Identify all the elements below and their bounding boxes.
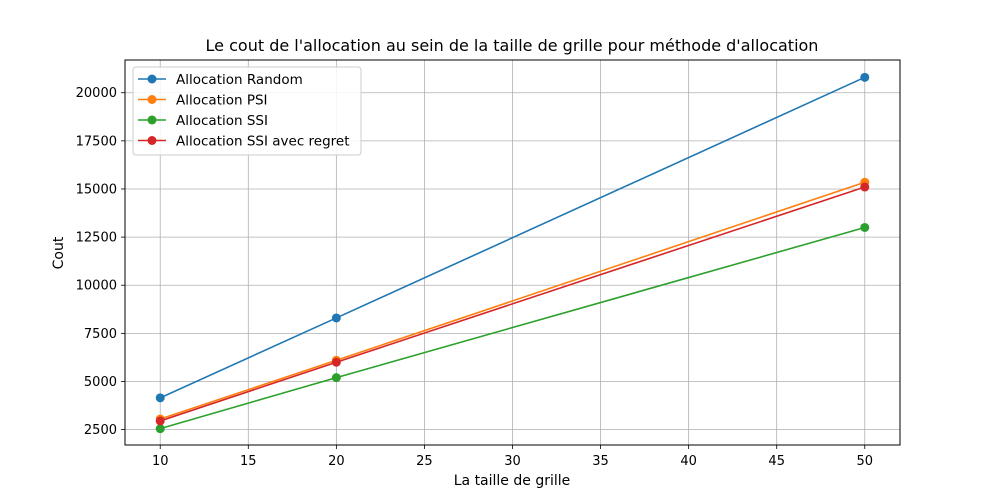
data-point: [860, 182, 870, 192]
y-tick-label: 20000: [76, 86, 117, 101]
legend-label: Allocation Random: [176, 72, 303, 88]
legend-box: [132, 66, 362, 156]
x-tick-label: 45: [768, 454, 785, 469]
x-tick-label: 50: [856, 454, 873, 469]
data-point: [155, 416, 165, 426]
y-axis-label: Cout: [51, 236, 67, 269]
series-lines: [155, 72, 870, 434]
y-tick-label: 17500: [76, 134, 117, 149]
x-tick-label: 25: [416, 454, 433, 469]
y-tick-label: 15000: [76, 182, 117, 197]
x-tick-label: 10: [152, 454, 169, 469]
x-tick-label: 40: [680, 454, 697, 469]
data-point: [331, 357, 341, 367]
legend-label: Allocation SSI avec regret: [176, 134, 350, 150]
y-tick-label: 2500: [84, 423, 117, 438]
data-point: [331, 373, 341, 383]
y-tick-label: 5000: [84, 375, 117, 390]
legend-label: Allocation PSI: [176, 93, 268, 109]
legend-marker: [147, 74, 157, 84]
x-axis-label: La taille de grille: [454, 473, 571, 489]
legend-marker: [147, 95, 157, 104]
data-point: [860, 72, 870, 82]
x-tick-label: 30: [504, 454, 521, 469]
legend-marker: [147, 136, 157, 145]
x-tick-label: 15: [240, 454, 257, 469]
legend-label: Allocation SSI: [176, 113, 268, 129]
legend: Allocation Random Allocation PSI Allocatio…: [132, 66, 362, 156]
data-point: [155, 424, 165, 434]
plot-frame: [124, 59, 901, 446]
y-tick-label: 7500: [84, 327, 117, 342]
y-tick-label: 12500: [76, 231, 117, 246]
data-point: [860, 222, 870, 232]
x-tick-label: 35: [592, 454, 609, 469]
legend-marker: [147, 115, 157, 125]
data-point: [331, 313, 341, 323]
y-tick-label: 10000: [76, 279, 117, 294]
x-tick-label: 20: [328, 454, 345, 469]
data-point: [155, 393, 165, 403]
axis-ticks: 10 15 20 25 30 35 40 45 50 2500 5000 7500 10000 12500…: [76, 86, 873, 469]
chart-title: Le cout de l'allocation au sein de la ta…: [206, 36, 819, 55]
